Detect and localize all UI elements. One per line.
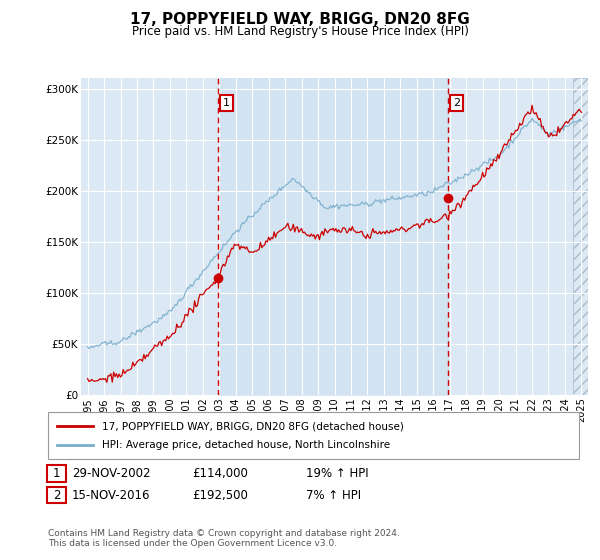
Text: 2: 2	[53, 488, 60, 502]
Text: 7% ↑ HPI: 7% ↑ HPI	[306, 488, 361, 502]
Text: 19% ↑ HPI: 19% ↑ HPI	[306, 467, 368, 480]
Text: Price paid vs. HM Land Registry's House Price Index (HPI): Price paid vs. HM Land Registry's House …	[131, 25, 469, 38]
Text: 15-NOV-2016: 15-NOV-2016	[72, 488, 151, 502]
Text: HPI: Average price, detached house, North Lincolnshire: HPI: Average price, detached house, Nort…	[102, 440, 390, 450]
Text: £192,500: £192,500	[192, 488, 248, 502]
Text: 17, POPPYFIELD WAY, BRIGG, DN20 8FG: 17, POPPYFIELD WAY, BRIGG, DN20 8FG	[130, 12, 470, 27]
Text: 29-NOV-2002: 29-NOV-2002	[72, 467, 151, 480]
Text: This data is licensed under the Open Government Licence v3.0.: This data is licensed under the Open Gov…	[48, 539, 337, 548]
Text: 2: 2	[452, 98, 460, 108]
Text: £114,000: £114,000	[192, 467, 248, 480]
Text: 1: 1	[223, 98, 230, 108]
Text: Contains HM Land Registry data © Crown copyright and database right 2024.: Contains HM Land Registry data © Crown c…	[48, 529, 400, 538]
Text: 17, POPPYFIELD WAY, BRIGG, DN20 8FG (detached house): 17, POPPYFIELD WAY, BRIGG, DN20 8FG (det…	[102, 421, 404, 431]
Text: 1: 1	[53, 467, 60, 480]
